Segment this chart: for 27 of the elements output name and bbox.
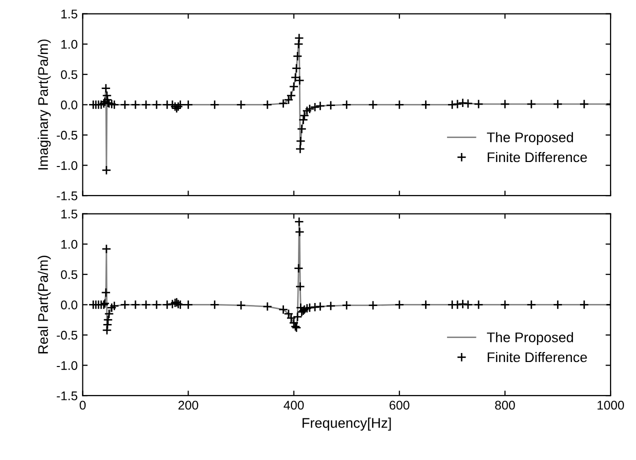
y-tick-label: -1.5: [56, 192, 78, 200]
y-tick-label: -1.0: [56, 361, 78, 370]
x-axis-title: Frequency[Hz]: [302, 418, 391, 431]
legend-label: Finite Difference: [488, 152, 587, 162]
x-tick-label: 600: [390, 400, 410, 410]
y-tick-label: 0.5: [60, 70, 78, 80]
x-tick-label: 400: [284, 400, 304, 410]
y-tick-label: 0.0: [60, 100, 78, 110]
legend-label: The Proposed: [486, 132, 573, 146]
y-tick-label: 1.5: [61, 210, 78, 218]
x-tick-label: 800: [495, 400, 515, 410]
x-tick-label: 200: [178, 400, 198, 410]
y-tick-label: -0.5: [56, 130, 78, 140]
x-tick-label: 1000: [598, 400, 624, 410]
y-tick-label: -1.0: [56, 161, 78, 170]
y-tick-label: 1.0: [61, 240, 78, 249]
y-tick-label: 1.5: [61, 10, 78, 18]
x-tick-label: 0: [80, 400, 86, 410]
y-tick-label: -0.5: [56, 330, 78, 340]
y-axis-title: Imaginary Part(Pa/m): [38, 40, 51, 170]
y-axis-title: Real Part(Pa/m): [38, 256, 51, 354]
y-tick-label: 1.0: [61, 40, 78, 49]
legend-label: The Proposed: [486, 332, 573, 346]
y-tick-label: 0.0: [60, 300, 78, 310]
y-tick-label: -1.5: [56, 392, 78, 400]
legend-label: Finite Difference: [488, 352, 587, 362]
y-tick-label: 0.5: [60, 270, 78, 280]
